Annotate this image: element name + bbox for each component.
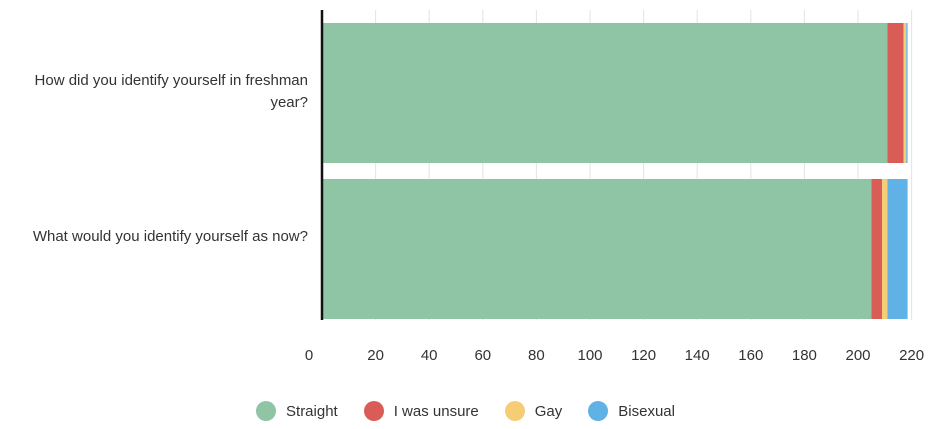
legend-item-unsure[interactable]: I was unsure bbox=[363, 401, 479, 421]
legend-item-gay[interactable]: Gay bbox=[504, 401, 563, 421]
legend-label-gay: Gay bbox=[534, 402, 563, 420]
legend-label-bisexual: Bisexual bbox=[618, 402, 675, 420]
x-tick-label-0: 0 bbox=[305, 347, 313, 364]
bar-straight-freshman bbox=[322, 23, 888, 163]
bars bbox=[322, 23, 908, 319]
x-tick-label-180: 180 bbox=[792, 347, 817, 364]
legend-swatch-bisexual bbox=[588, 401, 609, 421]
bar-bisexual-now bbox=[887, 179, 908, 319]
x-tick-label-220: 220 bbox=[899, 347, 924, 364]
x-axis-ticks: 0 20 40 60 80 100 120 140 160 180 200 220 bbox=[305, 347, 924, 364]
bar-gay-freshman bbox=[903, 23, 907, 163]
x-tick-label-60: 60 bbox=[474, 347, 491, 364]
x-tick-label-80: 80 bbox=[528, 347, 545, 364]
x-tick-label-140: 140 bbox=[685, 347, 710, 364]
legend-label-straight: Straight bbox=[286, 402, 338, 420]
x-tick-label-120: 120 bbox=[631, 347, 656, 364]
legend-item-straight[interactable]: Straight bbox=[256, 401, 338, 421]
category-label-now: What would you identify yourself as now? bbox=[32, 228, 308, 245]
legend-item-bisexual[interactable]: Bisexual bbox=[588, 401, 675, 421]
x-tick-label-100: 100 bbox=[577, 347, 602, 364]
category-label-freshman: How did you identify yourself in freshma… bbox=[34, 72, 308, 111]
bar-gay-now bbox=[882, 179, 888, 319]
x-tick-label-20: 20 bbox=[367, 347, 384, 364]
x-tick-label-40: 40 bbox=[421, 347, 438, 364]
legend-swatch-gay bbox=[504, 401, 525, 421]
bar-unsure-freshman bbox=[887, 23, 904, 163]
legend-swatch-unsure bbox=[363, 401, 384, 421]
x-tick-label-160: 160 bbox=[738, 347, 763, 364]
x-tick-label-200: 200 bbox=[845, 347, 870, 364]
bar-bisexual-freshman bbox=[906, 23, 908, 163]
legend: Straight I was unsure Gay Bisexual bbox=[0, 395, 931, 427]
bar-unsure-now bbox=[871, 179, 883, 319]
stacked-bar-chart: 0 20 40 60 80 100 120 140 160 180 200 220 bbox=[305, 10, 924, 364]
bar-straight-now bbox=[322, 179, 872, 319]
legend-label-unsure: I was unsure bbox=[393, 402, 479, 420]
legend-swatch-straight bbox=[256, 401, 277, 421]
